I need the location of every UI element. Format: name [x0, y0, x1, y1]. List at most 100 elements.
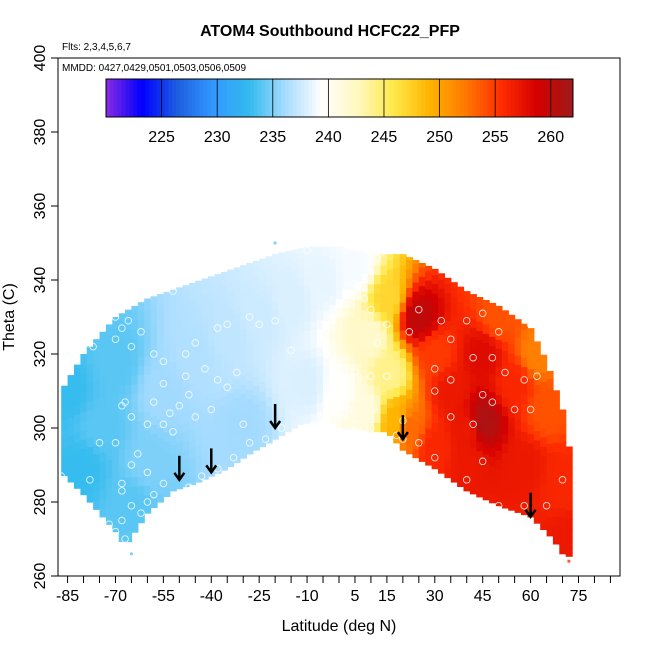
- heatmap-cell: [310, 348, 318, 358]
- heatmap-cell: [329, 246, 337, 250]
- heatmap-cell: [80, 392, 88, 403]
- heatmap-cell: [137, 319, 145, 329]
- heatmap-cell: [284, 357, 292, 368]
- heatmap-cell: [188, 438, 196, 449]
- heatmap-cell: [463, 379, 471, 390]
- heatmap-cell: [131, 337, 139, 348]
- heatmap-cell: [118, 513, 126, 524]
- heatmap-cell: [342, 372, 350, 383]
- heatmap-cell: [406, 389, 414, 399]
- heatmap-cell: [457, 286, 465, 293]
- sample-point: [526, 405, 535, 414]
- heatmap-cell: [348, 363, 356, 374]
- heatmap-cell: [112, 355, 120, 366]
- heatmap-cell: [323, 329, 330, 340]
- heatmap-cell: [201, 405, 209, 415]
- heatmap-cell: [137, 494, 145, 505]
- heatmap-cell: [86, 381, 94, 392]
- heatmap-cell: [367, 404, 375, 414]
- heatmap-cell: [188, 373, 196, 384]
- heatmap-cell: [361, 421, 369, 431]
- heatmap-cell: [61, 438, 69, 449]
- heatmap-cell: [240, 430, 247, 441]
- sample-point: [86, 476, 94, 484]
- heatmap-cell: [495, 450, 503, 460]
- colorbar-segment: [230, 79, 235, 117]
- heatmap-cell: [74, 451, 81, 462]
- sample-point: [213, 376, 222, 384]
- heatmap-cell: [495, 431, 503, 442]
- heatmap-cell: [450, 408, 458, 418]
- heatmap-cell: [374, 254, 382, 257]
- y-axis-label: Theta (C): [1, 283, 18, 351]
- heatmap-cell: [335, 289, 343, 300]
- y-tick-label: 300: [32, 415, 49, 442]
- heatmap-cell: [182, 458, 190, 469]
- heatmap-cell: [74, 432, 81, 443]
- heatmap-cell: [546, 387, 554, 398]
- heatmap-cell: [431, 422, 439, 433]
- heatmap-cell: [271, 392, 279, 403]
- heatmap-cell: [335, 372, 343, 383]
- heatmap-cell: [374, 385, 382, 396]
- heatmap-cell: [201, 284, 209, 295]
- heatmap-cell: [169, 324, 177, 335]
- heatmap-cell: [176, 294, 184, 305]
- heatmap-cell: [208, 402, 216, 412]
- heatmap-cell: [489, 327, 497, 337]
- colorbar-segment: [339, 79, 344, 117]
- heatmap-cell: [265, 341, 273, 351]
- sample-point: [150, 350, 158, 358]
- heatmap-cell: [80, 374, 88, 385]
- heatmap-cell: [335, 252, 343, 263]
- heatmap-cell: [233, 351, 241, 362]
- colorbar-segment: [522, 79, 527, 117]
- heatmap-cell: [105, 348, 113, 359]
- heatmap-cell: [182, 412, 190, 423]
- heatmap-cell: [118, 458, 126, 468]
- heatmap-cell: [469, 447, 477, 458]
- colorbar-segment: [421, 79, 426, 117]
- heatmap-cell: [227, 337, 235, 347]
- heatmap-cell: [367, 293, 375, 303]
- heatmap-cell: [105, 440, 113, 451]
- heatmap-cell: [265, 405, 273, 416]
- heatmap-cell: [559, 470, 567, 481]
- heatmap-cell: [112, 420, 120, 431]
- heatmap-cell: [533, 393, 541, 404]
- heatmap-cell: [125, 495, 133, 506]
- heatmap-cell: [463, 352, 471, 362]
- heatmap-cell: [169, 416, 177, 427]
- heatmap-cell: [565, 510, 573, 520]
- sample-point: [520, 501, 528, 510]
- heatmap-cell: [303, 386, 311, 396]
- heatmap-cell: [169, 426, 177, 436]
- heatmap-cell: [342, 409, 350, 420]
- sample-point: [415, 305, 423, 314]
- sample-point: [335, 368, 343, 377]
- heatmap-cell: [265, 267, 273, 277]
- heatmap-cell: [201, 414, 209, 425]
- heatmap-cell: [131, 522, 139, 533]
- heatmap-cell: [163, 320, 171, 331]
- heatmap-cell: [259, 409, 267, 420]
- heatmap-cell: [418, 396, 426, 407]
- heatmap-cell: [182, 394, 190, 404]
- heatmap-cell: [406, 407, 414, 418]
- heatmap-cell: [342, 252, 350, 263]
- heatmap-cell: [348, 400, 356, 411]
- heatmap-cell: [406, 324, 414, 335]
- heatmap-cell: [220, 275, 228, 286]
- heatmap-cell: [61, 457, 69, 467]
- heatmap-cell: [386, 398, 394, 409]
- heatmap-cell: [169, 389, 177, 399]
- heatmap-cell: [533, 341, 541, 348]
- heatmap-cell: [348, 372, 356, 383]
- colorbar-segment: [347, 79, 352, 117]
- heatmap-cell: [150, 350, 158, 361]
- heatmap-cell: [501, 359, 509, 370]
- heatmap-cell: [80, 420, 88, 431]
- heatmap-cell: [284, 339, 292, 349]
- heatmap-cell: [150, 489, 158, 499]
- heatmap-cell: [361, 337, 369, 348]
